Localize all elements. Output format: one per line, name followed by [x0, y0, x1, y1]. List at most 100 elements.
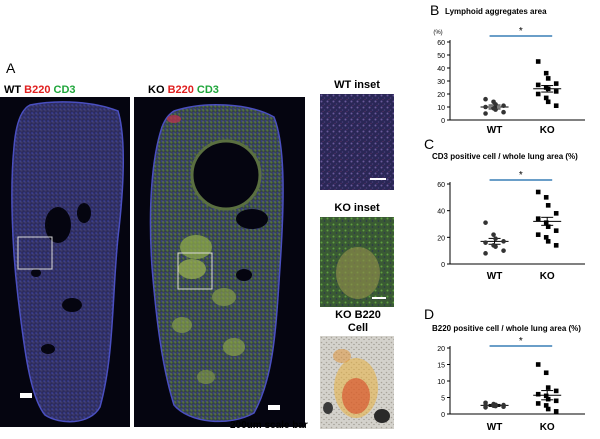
y-tick-label: 20 [437, 346, 445, 353]
data-point-ko [545, 224, 551, 229]
data-point-ko [535, 401, 541, 406]
y-tick-label: 60 [437, 182, 445, 189]
category-label: WT [487, 422, 503, 433]
ko-inset-image [320, 217, 394, 307]
category-label: WT [487, 271, 503, 282]
lymphoid-aggregates-chart: 0 10 20 30 40 50 60 (%) * WT KO [433, 26, 585, 136]
ko-airway [190, 139, 262, 211]
wt-scale-bar [20, 393, 32, 398]
data-point-ko [535, 391, 541, 397]
wt-image-label: WT B220 CD3 [4, 84, 76, 96]
significance-star: * [519, 26, 523, 37]
y-axis-label: (%) [433, 30, 442, 36]
y-tick-label: 50 [437, 53, 445, 60]
y-tick-label: 0 [441, 262, 445, 269]
data-point-wt [493, 244, 498, 249]
data-point-wt [501, 109, 506, 115]
y-tick-label: 0 [441, 118, 445, 125]
wt-inset-box [17, 236, 53, 270]
ko-red-spot [167, 115, 181, 123]
wt-cd3-label: CD3 [53, 84, 76, 96]
data-point-ko [543, 393, 549, 399]
data-point-ko [545, 203, 551, 208]
significance-star: * [519, 336, 523, 347]
data-point-ko [535, 232, 541, 237]
scale-bar-caption: 200um scale bar [230, 420, 308, 431]
wt-b220-label: B220 [24, 84, 51, 96]
data-point-ko [545, 76, 551, 81]
data-point-ko [535, 91, 541, 97]
data-point-ko [543, 95, 549, 101]
classification-svg [320, 336, 394, 429]
significance-star: * [519, 170, 523, 181]
wt-inset-scale-bar [370, 178, 386, 180]
y-tick-label: 40 [437, 66, 445, 73]
classification-dark-region [323, 402, 333, 414]
data-point-ko [553, 409, 559, 414]
y-tick-label: 30 [437, 79, 445, 86]
panel-d-title: B220 positive cell / whole lung area (%) [432, 324, 581, 333]
data-point-wt [493, 236, 498, 241]
data-point-ko [553, 398, 559, 404]
data-point-wt [501, 248, 506, 253]
data-point-ko [553, 89, 559, 94]
data-point-ko [535, 362, 541, 367]
data-point-wt [483, 240, 488, 245]
data-point-ko [543, 70, 549, 76]
wt-airway [62, 298, 82, 312]
data-point-wt [483, 96, 488, 102]
category-label: KO [540, 422, 555, 433]
wt-prefix: WT [4, 84, 22, 96]
data-point-ko [545, 239, 551, 244]
ko-prefix: KO [148, 84, 165, 96]
y-tick-label: 15 [437, 363, 445, 370]
ko-aggregate [180, 235, 212, 259]
category-label: KO [540, 271, 555, 282]
y-tick-label: 10 [437, 105, 445, 112]
wt-airway [31, 269, 41, 277]
data-point-wt [493, 107, 498, 112]
panel-b-title: Lymphoid aggregates area [445, 7, 547, 16]
data-point-wt [493, 102, 498, 107]
data-point-wt [493, 403, 498, 409]
data-point-wt [483, 405, 488, 410]
data-point-ko [553, 81, 559, 86]
data-point-wt [491, 232, 496, 237]
data-point-wt [483, 220, 488, 225]
data-point-wt [501, 404, 506, 410]
data-point-ko [535, 216, 541, 221]
classification-b220-cluster [342, 378, 370, 414]
y-tick-label: 40 [437, 209, 445, 216]
ko-aggregate [178, 259, 206, 279]
classification-title-line1: KO B220 [335, 309, 381, 321]
classification-b220-cluster [333, 349, 351, 363]
wt-airway [77, 203, 91, 223]
ko-aggregate [212, 288, 236, 306]
y-tick-label: 10 [437, 379, 445, 386]
wt-airway [45, 207, 71, 243]
panel-a-letter: A [6, 60, 16, 76]
data-point-ko [535, 82, 541, 88]
wt-inset-image [320, 94, 394, 190]
panel-d-letter: D [424, 306, 435, 322]
wt-airway [41, 344, 55, 354]
y-tick-label: 20 [437, 92, 445, 99]
data-point-ko [545, 406, 551, 412]
data-point-ko [553, 388, 559, 394]
wt-inset-title: WT inset [334, 79, 380, 91]
classification-image [320, 336, 394, 429]
y-tick-label: 5 [441, 396, 445, 403]
ko-inset-title: KO inset [334, 202, 380, 214]
ko-inset-box [177, 252, 213, 290]
data-point-ko [543, 235, 549, 240]
data-point-ko [543, 370, 549, 376]
ko-b220-label: B220 [167, 84, 194, 96]
data-point-ko [535, 189, 541, 195]
category-label: KO [540, 125, 555, 136]
data-point-ko [543, 403, 549, 408]
data-point-ko [553, 228, 559, 233]
data-point-ko [545, 396, 551, 402]
wt-lung-tissue [11, 101, 124, 423]
panel-c-title: CD3 positive cell / whole lung area (%) [432, 152, 578, 161]
data-point-ko [553, 243, 559, 248]
